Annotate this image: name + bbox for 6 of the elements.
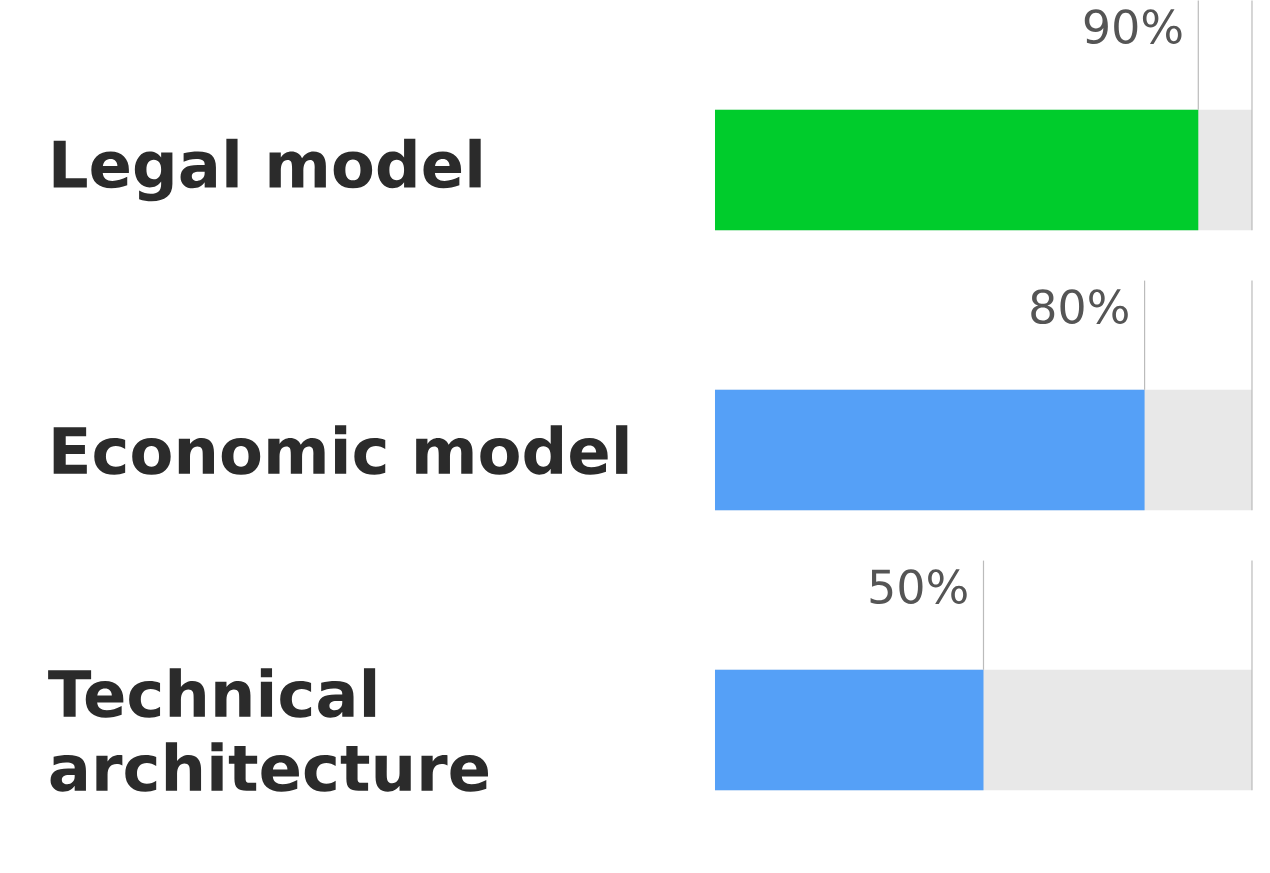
y-tick-label: Technical architecture (48, 668, 488, 792)
data-label: 50% (870, 569, 967, 604)
data-label: 90% (1084, 9, 1182, 44)
data-label: 80% (1031, 289, 1128, 324)
y-tick-label: Economic model (53, 425, 628, 475)
y-tick-label: Legal model (53, 138, 481, 202)
